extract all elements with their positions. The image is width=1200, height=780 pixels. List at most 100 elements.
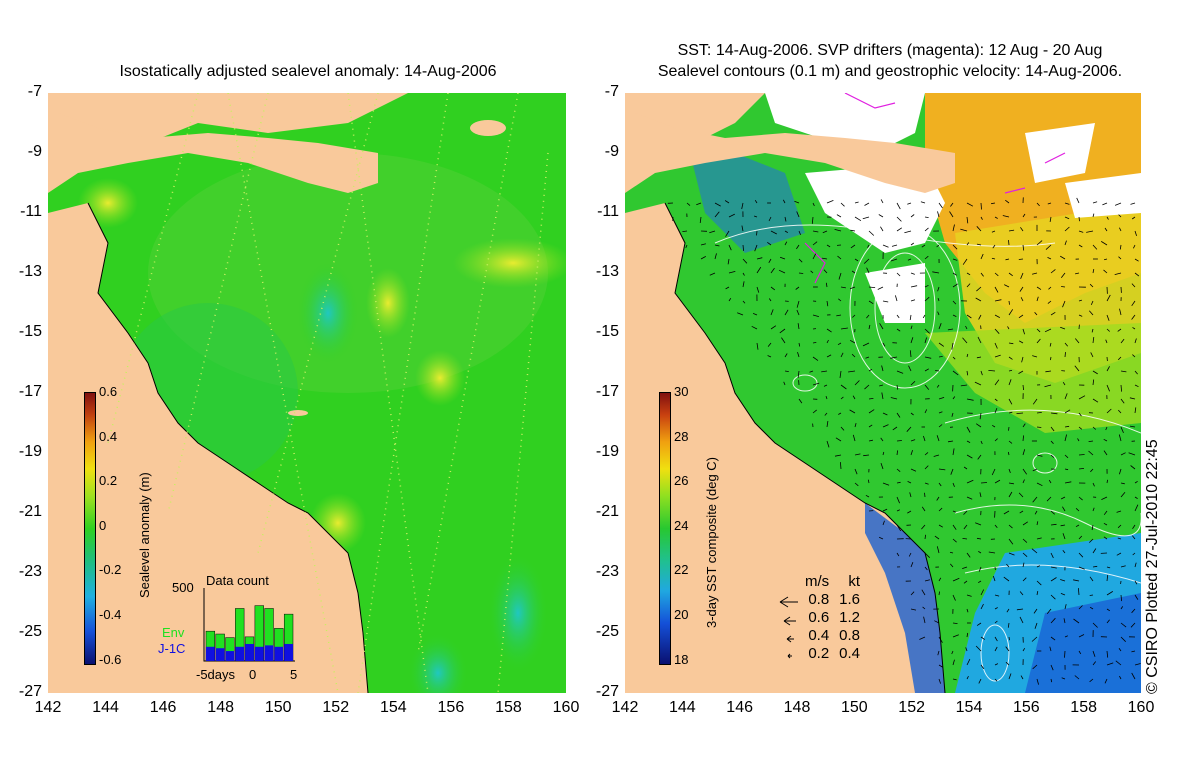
velocity-arrow (1008, 524, 1013, 529)
velocity-arrow (1092, 370, 1098, 375)
velocity-arrow (1049, 216, 1052, 222)
velocity-arrow (937, 211, 940, 218)
velocity-arrow (952, 659, 955, 666)
velocity-arrow (949, 211, 954, 218)
velocity-arrow (1064, 604, 1067, 610)
velocity-arrow (908, 365, 912, 372)
y-axis-tick-label: -23 (595, 563, 619, 580)
y-axis-tick-label: -27 (18, 683, 42, 700)
velocity-arrow (767, 342, 772, 347)
velocity-arrow (1045, 370, 1052, 373)
velocity-arrow (882, 508, 888, 512)
velocity-arrow (937, 650, 940, 656)
velocity-arrow (1049, 646, 1052, 652)
right-colorbar-tick: 26 (674, 473, 689, 488)
velocity-arrow (825, 395, 828, 400)
velocity-arrow (1044, 384, 1052, 388)
velocity-arrow (1092, 398, 1099, 403)
velocity-arrow (920, 201, 926, 204)
velocity-arrow (966, 608, 969, 613)
velocity-arrow (1006, 563, 1010, 568)
velocity-arrow (924, 255, 929, 260)
velocity-arrow (924, 284, 929, 288)
velocity-arrow (938, 524, 944, 528)
velocity-arrow (863, 258, 870, 264)
velocity-arrow (910, 439, 916, 442)
histogram-bar-j1c (225, 651, 235, 661)
velocity-arrow (966, 594, 972, 597)
velocity-arrow (1018, 492, 1024, 498)
velocity-arrow (962, 258, 968, 265)
velocity-arrow (798, 398, 803, 404)
velocity-arrow (924, 534, 926, 540)
velocity-arrow (1120, 426, 1124, 434)
velocity-arrow (1119, 675, 1122, 680)
velocity-arrow (952, 224, 955, 232)
velocity-arrow (966, 202, 974, 207)
velocity-arrow (1007, 326, 1010, 330)
x-axis-tick-label: 146 (149, 699, 177, 716)
velocity-arrow (910, 299, 916, 302)
velocity-arrow (952, 482, 955, 487)
velocity-legend-kt: 0.8 (839, 627, 861, 644)
left-colorbar-tick: 0.4 (99, 429, 118, 444)
x-axis-tick-label: 142 (611, 699, 639, 716)
velocity-arrow (865, 356, 870, 359)
velocity-arrow (975, 522, 982, 526)
velocity-arrow (823, 384, 828, 387)
velocity-arrow (798, 230, 801, 236)
velocity-arrow (924, 482, 929, 485)
velocity-arrow (991, 230, 996, 233)
velocity-arrow (1092, 244, 1098, 250)
velocity-arrow (1062, 533, 1066, 540)
velocity-arrow (976, 622, 982, 626)
velocity-arrow (1048, 479, 1052, 484)
velocity-arrow (938, 636, 943, 643)
x-axis-tick-label: 152 (898, 699, 925, 716)
velocity-arrow (1064, 226, 1070, 232)
velocity-arrow (1073, 579, 1080, 582)
velocity-arrow (1064, 425, 1070, 428)
velocity-arrow (836, 314, 842, 317)
velocity-arrow (966, 242, 970, 246)
velocity-arrow (1004, 284, 1010, 288)
velocity-arrow (936, 244, 940, 248)
velocity-arrow (1032, 468, 1038, 472)
velocity-arrow (937, 297, 940, 302)
velocity-arrow (1062, 381, 1066, 386)
velocity-arrow (834, 229, 842, 232)
velocity-arrow (1036, 338, 1041, 344)
velocity-arrow (737, 312, 744, 316)
velocity-arrow (976, 243, 982, 246)
right-sst-map (625, 93, 1141, 693)
velocity-arrow (932, 271, 940, 274)
velocity-arrow (1062, 550, 1066, 554)
velocity-arrow (794, 200, 800, 204)
velocity-arrow (980, 482, 988, 484)
velocity-arrow (896, 468, 901, 473)
velocity-arrow (877, 286, 884, 290)
velocity-arrow (1018, 258, 1024, 260)
velocity-arrow (1048, 286, 1052, 290)
velocity-arrow (994, 379, 1000, 386)
velocity-arrow (1050, 412, 1058, 415)
velocity-arrow (924, 227, 929, 232)
velocity-arrow (1078, 244, 1083, 248)
velocity-arrow (1036, 537, 1042, 540)
x-axis-tick-label: 158 (1070, 699, 1097, 716)
velocity-arrow (1092, 269, 1095, 274)
velocity-arrow (1022, 468, 1028, 475)
velocity-arrow (797, 351, 800, 358)
velocity-arrow (1047, 300, 1052, 304)
velocity-arrow (994, 594, 1000, 597)
velocity-arrow (947, 328, 954, 331)
histogram-bar-j1c (264, 645, 274, 661)
velocity-arrow (1064, 434, 1067, 442)
velocity-arrow (728, 297, 732, 302)
velocity-arrow (854, 422, 857, 428)
velocity-arrow (962, 337, 968, 344)
velocity-arrow (1078, 314, 1083, 317)
velocity-arrow (1090, 352, 1094, 358)
left-colorbar (84, 392, 96, 665)
velocity-arrow (796, 309, 800, 316)
